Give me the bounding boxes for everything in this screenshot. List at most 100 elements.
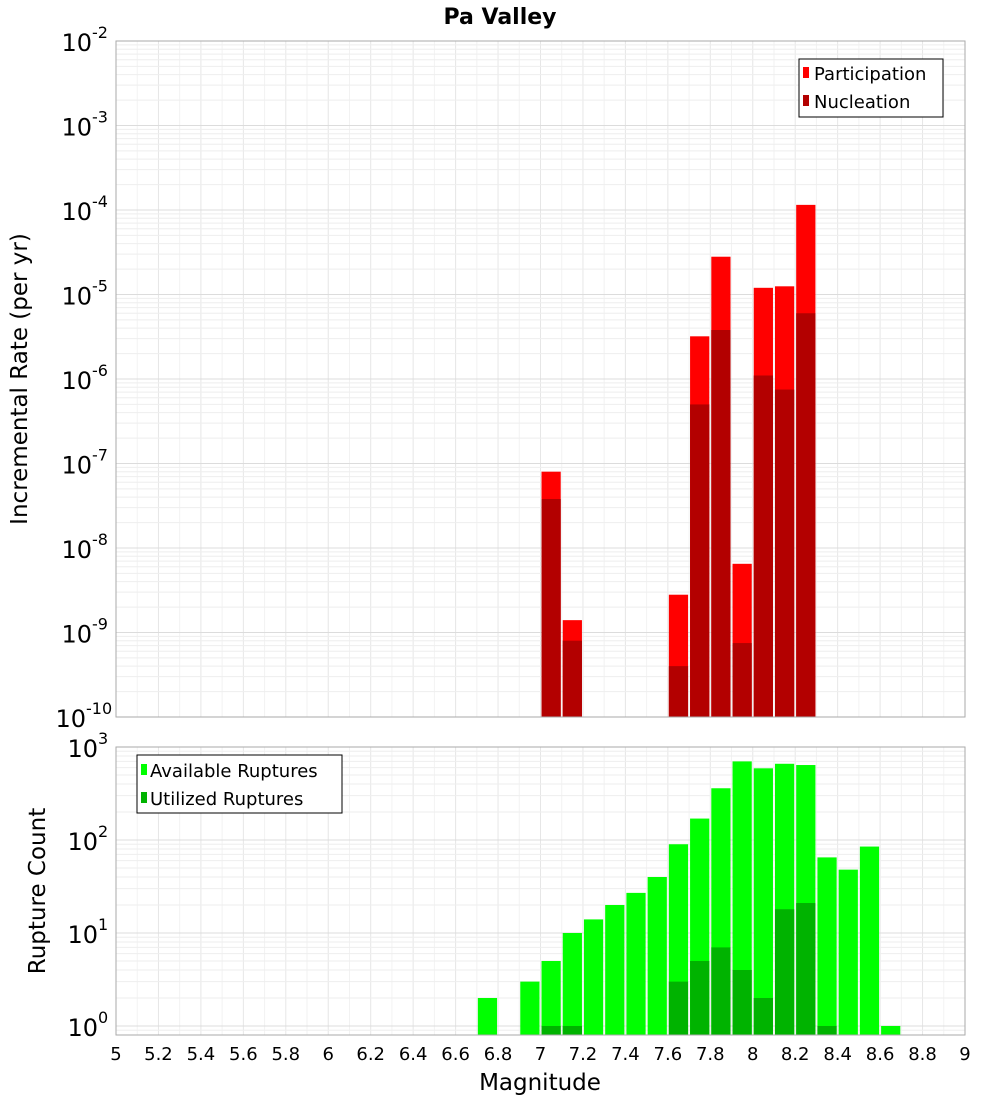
bar-nucleation — [711, 330, 731, 717]
y-tick-exponent: -7 — [92, 446, 108, 465]
legend-label-nucleation: Nucleation — [814, 92, 910, 113]
legend-swatch-participation — [803, 67, 809, 78]
x-tick-label: 7.8 — [696, 1044, 725, 1065]
bar-available-ruptures — [817, 857, 837, 1035]
y-tick-exponent: -9 — [92, 615, 108, 634]
top-plot-border — [115, 40, 966, 718]
bar-utilized-ruptures — [753, 997, 773, 1035]
x-tick-label: 5 — [110, 1044, 121, 1065]
bar-utilized-ruptures — [732, 969, 752, 1035]
y-tick-exponent: 1 — [98, 915, 108, 934]
bar-available-ruptures — [753, 768, 773, 1035]
y-tick-label: 10 — [61, 536, 92, 564]
x-tick-label: 8.6 — [866, 1044, 895, 1065]
top-bars — [541, 204, 816, 717]
y-tick-exponent: 0 — [98, 1008, 108, 1027]
bar-nucleation — [753, 375, 773, 717]
bar-nucleation — [732, 643, 752, 717]
bar-available-ruptures — [541, 960, 561, 1035]
legend-swatch-available — [141, 764, 147, 775]
x-tick-label: 5.6 — [229, 1044, 258, 1065]
legend-label-participation: Participation — [814, 64, 926, 85]
x-tick-label: 6 — [323, 1044, 334, 1065]
bar-nucleation — [690, 404, 710, 717]
y-tick-label: 10 — [67, 735, 98, 763]
legend-label-available: Available Ruptures — [150, 761, 318, 782]
legend-swatch-utilized — [141, 792, 147, 803]
bar-utilized-ruptures — [711, 947, 731, 1035]
bar-available-ruptures — [477, 997, 498, 1035]
x-tick-label: 5.2 — [144, 1044, 173, 1065]
x-tick-label: 6.8 — [484, 1044, 513, 1065]
bar-available-ruptures — [583, 919, 604, 1035]
bar-utilized-ruptures — [774, 909, 795, 1035]
y-tick-label: 10 — [61, 114, 92, 142]
y-tick-label: 10 — [61, 621, 92, 649]
top-legend-box — [798, 58, 944, 118]
bar-nucleation — [562, 640, 582, 717]
x-axis-title: Magnitude — [479, 1070, 601, 1096]
bottom-legend-box — [136, 754, 343, 814]
x-ticks: 5 5.2 5.4 5.6 5.8 6 6.2 6.4 6.6 6.8 7 7.2 7.4 7.6 7.8 8… — [110, 1044, 970, 1065]
y-tick-exponent: -2 — [92, 23, 108, 42]
bar-utilized-ruptures — [817, 1025, 837, 1035]
y-tick-exponent: -3 — [92, 108, 108, 127]
y-tick-label: 10 — [61, 452, 92, 480]
bar-utilized-ruptures — [541, 1025, 561, 1035]
y-tick-label: 10 — [67, 1014, 98, 1042]
x-tick-label: 7.4 — [611, 1044, 640, 1065]
bar-nucleation — [774, 389, 795, 717]
x-tick-label: 6.6 — [441, 1044, 470, 1065]
bar-utilized-ruptures — [690, 960, 710, 1035]
x-tick-label: 7 — [535, 1044, 546, 1065]
y-tick-label: 10 — [67, 828, 98, 856]
top-y-axis-title: Incremental Rate (per yr) — [7, 233, 33, 525]
y-tick-exponent: -8 — [92, 530, 108, 549]
top-grid — [115, 40, 966, 718]
bottom-plot-border — [115, 746, 966, 1036]
top-legend: Participation Nucleation — [798, 58, 944, 118]
x-tick-label: 8 — [747, 1044, 758, 1065]
y-tick-exponent: 3 — [98, 729, 108, 748]
x-tick-label: 7.6 — [654, 1044, 683, 1065]
bottom-bars — [477, 761, 901, 1035]
legend-label-utilized: Utilized Ruptures — [150, 789, 303, 810]
x-tick-label: 9 — [959, 1044, 970, 1065]
y-tick-label: 10 — [61, 29, 92, 57]
bar-available-ruptures — [859, 846, 880, 1035]
x-tick-label: 8.2 — [781, 1044, 810, 1065]
x-tick-label: 5.8 — [271, 1044, 300, 1065]
bar-utilized-ruptures — [796, 903, 816, 1035]
x-tick-label: 8.8 — [908, 1044, 937, 1065]
chart-title: Pa Valley — [443, 5, 556, 30]
y-tick-label: 10 — [61, 367, 92, 395]
y-tick-label: 10 — [67, 921, 98, 949]
legend-swatch-nucleation — [803, 95, 809, 106]
bar-nucleation — [796, 313, 816, 717]
x-tick-label: 5.4 — [187, 1044, 216, 1065]
y-tick-label: 10 — [61, 283, 92, 311]
x-tick-label: 6.2 — [356, 1044, 385, 1065]
bar-nucleation — [668, 666, 689, 717]
bottom-y-axis-title: Rupture Count — [25, 808, 51, 974]
y-tick-label: 10 — [55, 705, 86, 733]
y-tick-label: 10 — [61, 198, 92, 226]
bar-available-ruptures — [626, 892, 646, 1035]
bottom-legend: Available Ruptures Utilized Ruptures — [136, 754, 343, 814]
x-tick-label: 7.2 — [569, 1044, 598, 1065]
x-tick-label: 8.4 — [823, 1044, 852, 1065]
x-tick-label: 6.4 — [399, 1044, 428, 1065]
bar-utilized-ruptures — [668, 981, 689, 1035]
bar-available-ruptures — [605, 904, 625, 1035]
bar-available-ruptures — [838, 869, 858, 1035]
y-tick-exponent: -4 — [92, 192, 108, 211]
bar-nucleation — [541, 499, 561, 717]
bar-available-ruptures — [732, 761, 752, 1035]
bar-utilized-ruptures — [562, 1025, 582, 1035]
y-tick-exponent: 2 — [98, 822, 108, 841]
bar-available-ruptures — [562, 932, 582, 1035]
bar-available-ruptures — [520, 981, 540, 1035]
